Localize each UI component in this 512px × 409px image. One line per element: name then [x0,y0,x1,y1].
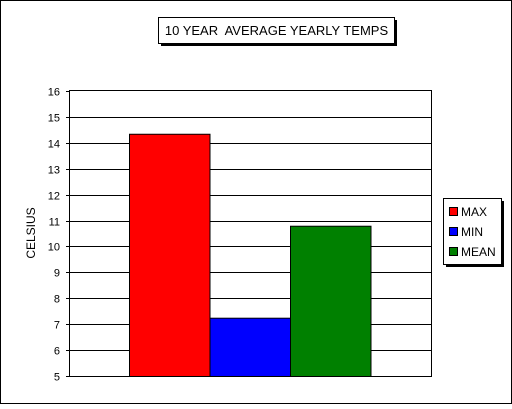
y-tick-label: 13 [48,165,60,177]
y-tick-label: 15 [48,113,60,125]
y-tick-label: 7 [54,320,60,332]
legend-label-min: MIN [461,225,483,239]
legend-label-max: MAX [461,205,487,219]
legend-swatch-min [449,227,458,236]
bar-min [209,317,291,378]
y-tick-label: 5 [54,372,60,384]
y-axis-label: CELSIUS [24,207,38,258]
bar-max [129,133,211,377]
bar-mean [290,225,372,377]
y-tick-label: 16 [48,87,60,99]
title-box: 10 YEAR AVERAGE YEARLY TEMPS [158,17,397,46]
legend-swatch-mean [449,247,458,256]
plot-area-frame [69,90,432,377]
chart-title: 10 YEAR AVERAGE YEARLY TEMPS [165,23,389,38]
y-tick-labels: 5 6 7 8 9 10 11 12 13 14 15 16 [48,87,60,384]
y-tick-label: 8 [54,294,60,306]
title-box-frame [158,17,395,44]
y-tick-label: 14 [48,139,60,151]
legend: MAX MIN MEAN [443,198,504,267]
y-tick-label: 11 [49,217,60,229]
y-tick-label: 6 [54,346,60,358]
y-tick-label: 12 [48,191,60,203]
legend-swatch-max [449,207,458,216]
y-tick-label: 9 [54,268,60,280]
y-tick-label: 10 [48,242,60,254]
legend-label-mean: MEAN [461,245,496,259]
